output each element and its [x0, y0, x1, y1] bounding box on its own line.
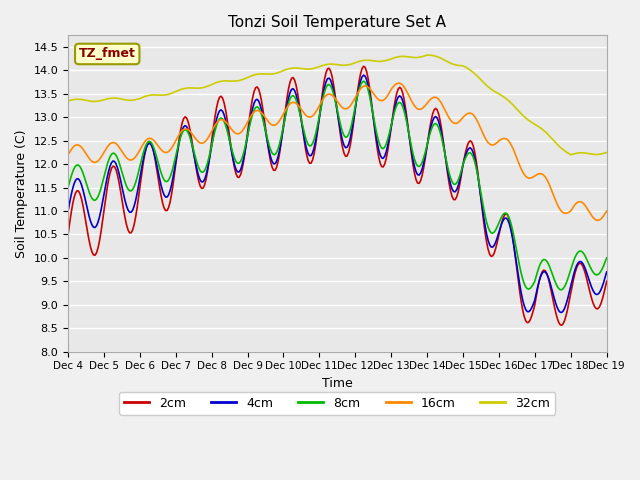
4cm — [130, 204, 138, 209]
Line: 16cm: 16cm — [68, 83, 607, 220]
X-axis label: Time: Time — [322, 377, 353, 390]
2cm — [576, 260, 584, 266]
4cm — [225, 132, 232, 138]
2cm — [64, 231, 72, 237]
2cm — [225, 126, 232, 132]
32cm — [300, 66, 307, 72]
2cm — [558, 323, 566, 328]
32cm — [225, 78, 232, 84]
32cm — [64, 98, 72, 104]
Line: 2cm: 2cm — [68, 66, 607, 325]
8cm — [360, 78, 367, 84]
4cm — [576, 259, 584, 264]
Text: TZ_fmet: TZ_fmet — [79, 48, 136, 60]
4cm — [252, 97, 259, 103]
4cm — [64, 208, 72, 214]
2cm — [603, 278, 611, 284]
4cm — [558, 310, 566, 315]
4cm — [360, 72, 367, 78]
2cm — [252, 85, 259, 91]
32cm — [243, 75, 250, 81]
32cm — [424, 52, 432, 58]
8cm — [300, 127, 307, 133]
Line: 4cm: 4cm — [68, 75, 607, 312]
8cm — [225, 133, 232, 139]
2cm — [243, 137, 250, 143]
4cm — [300, 132, 307, 138]
Line: 32cm: 32cm — [68, 55, 607, 155]
16cm — [300, 110, 307, 116]
Title: Tonzi Soil Temperature Set A: Tonzi Soil Temperature Set A — [228, 15, 446, 30]
32cm — [576, 150, 584, 156]
32cm — [252, 72, 259, 77]
8cm — [576, 248, 584, 254]
8cm — [252, 105, 259, 110]
16cm — [64, 152, 72, 157]
16cm — [394, 80, 402, 86]
16cm — [574, 199, 582, 205]
Legend: 2cm, 4cm, 8cm, 16cm, 32cm: 2cm, 4cm, 8cm, 16cm, 32cm — [120, 392, 556, 415]
Y-axis label: Soil Temperature (C): Soil Temperature (C) — [15, 129, 28, 258]
8cm — [243, 137, 250, 143]
8cm — [603, 255, 611, 261]
16cm — [225, 122, 232, 128]
2cm — [360, 63, 367, 69]
32cm — [567, 152, 575, 157]
8cm — [64, 185, 72, 191]
8cm — [130, 184, 138, 190]
16cm — [243, 121, 250, 127]
16cm — [594, 217, 602, 223]
32cm — [603, 150, 611, 156]
16cm — [252, 108, 259, 114]
2cm — [130, 222, 138, 228]
16cm — [130, 156, 138, 161]
8cm — [558, 287, 566, 293]
4cm — [603, 269, 611, 275]
16cm — [603, 208, 611, 214]
32cm — [130, 97, 138, 103]
4cm — [243, 139, 250, 145]
2cm — [300, 133, 307, 139]
Line: 8cm: 8cm — [68, 81, 607, 290]
